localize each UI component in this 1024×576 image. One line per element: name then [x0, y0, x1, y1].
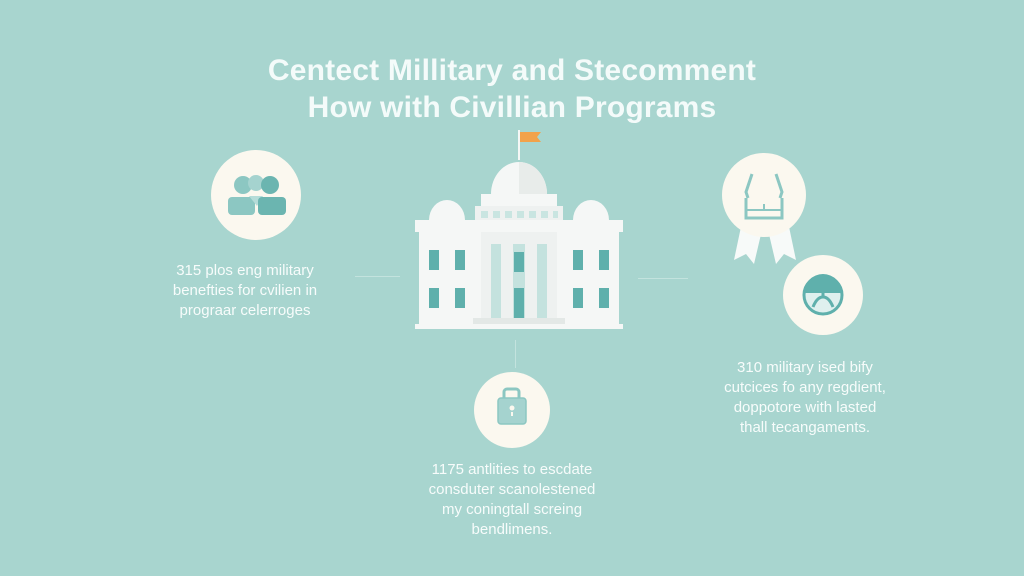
title-line-1: Centect Millitary and Stecomment [267, 54, 757, 87]
connector-right [638, 278, 688, 279]
left-description: 315 plos eng military benefties for cvil… [172, 262, 318, 319]
people-group-icon [228, 175, 286, 215]
government-building-icon [415, 130, 623, 329]
bottom-description: 1175 antlities to escdate consduter scan… [428, 461, 596, 538]
right-description: 310 military ised bify cutcices fo any r… [724, 359, 886, 436]
page-title: Centect Millitary and Stecomment How wit… [0, 52, 1024, 126]
lock-icon [497, 387, 527, 425]
face-icon [802, 274, 844, 316]
connector-bottom [515, 340, 516, 368]
people-circle [211, 150, 301, 240]
award-ribbon-icon [722, 153, 806, 264]
title-line-2: How with Civillian Programs [307, 91, 717, 124]
connector-left [355, 276, 400, 277]
